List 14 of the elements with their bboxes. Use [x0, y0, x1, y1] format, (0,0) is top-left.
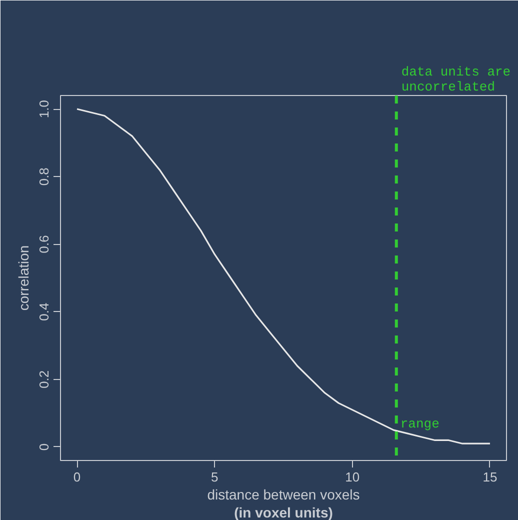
y-axis-title: correlation	[16, 245, 32, 311]
y-tick-label: 0.4	[36, 302, 52, 321]
y-tick-label: 0.2	[36, 370, 52, 388]
ref-line-label: range	[400, 416, 440, 432]
line-series	[76, 108, 491, 444]
y-tick-label: 0.6	[36, 235, 52, 254]
y-tick-label: 0.8	[36, 168, 52, 186]
x-tick-label: 0	[73, 470, 81, 484]
x-tick-label: 15	[482, 470, 498, 484]
x-tick-label: 10	[345, 470, 360, 484]
x-tick-label: 5	[211, 470, 218, 484]
y-tick-label: 1.0	[36, 100, 52, 118]
y-tick-label: 0	[36, 443, 52, 451]
text: data units are uncorrelated	[401, 64, 511, 94]
